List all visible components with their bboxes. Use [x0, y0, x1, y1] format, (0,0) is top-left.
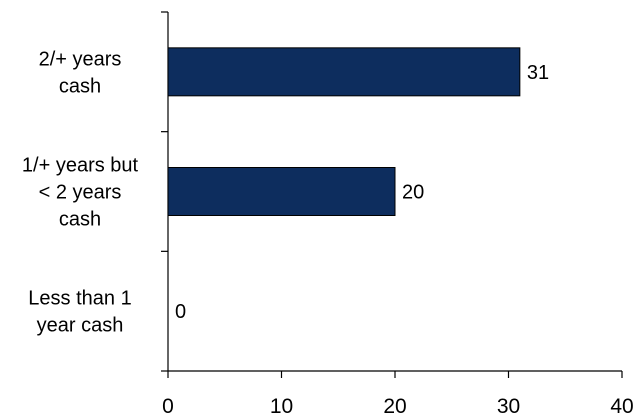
- bar-value-label: 0: [175, 301, 186, 323]
- x-axis: 0 10 20 30 40: [162, 370, 633, 416]
- bar-value-label: 31: [527, 62, 549, 84]
- x-tick-label: 40: [610, 395, 633, 416]
- category-label: Less than 1 year cash: [28, 288, 131, 337]
- category-labels: 2/+ years cash 1/+ years but < 2 years cash L…: [22, 48, 139, 336]
- x-tick-label: 10: [270, 395, 293, 416]
- bar: [167, 167, 396, 216]
- category-label: 2/+ years cash: [39, 48, 122, 97]
- bar: [167, 47, 521, 97]
- bars: [167, 47, 521, 216]
- bar-value-label: 20: [402, 182, 424, 204]
- x-tick-label: 30: [497, 395, 520, 416]
- x-tick-label: 0: [162, 395, 174, 416]
- data-labels: 31 20 0: [175, 62, 549, 323]
- y-axis: [161, 11, 169, 372]
- category-label: 1/+ years but < 2 years cash: [22, 155, 139, 231]
- x-tick-label: 20: [383, 395, 406, 416]
